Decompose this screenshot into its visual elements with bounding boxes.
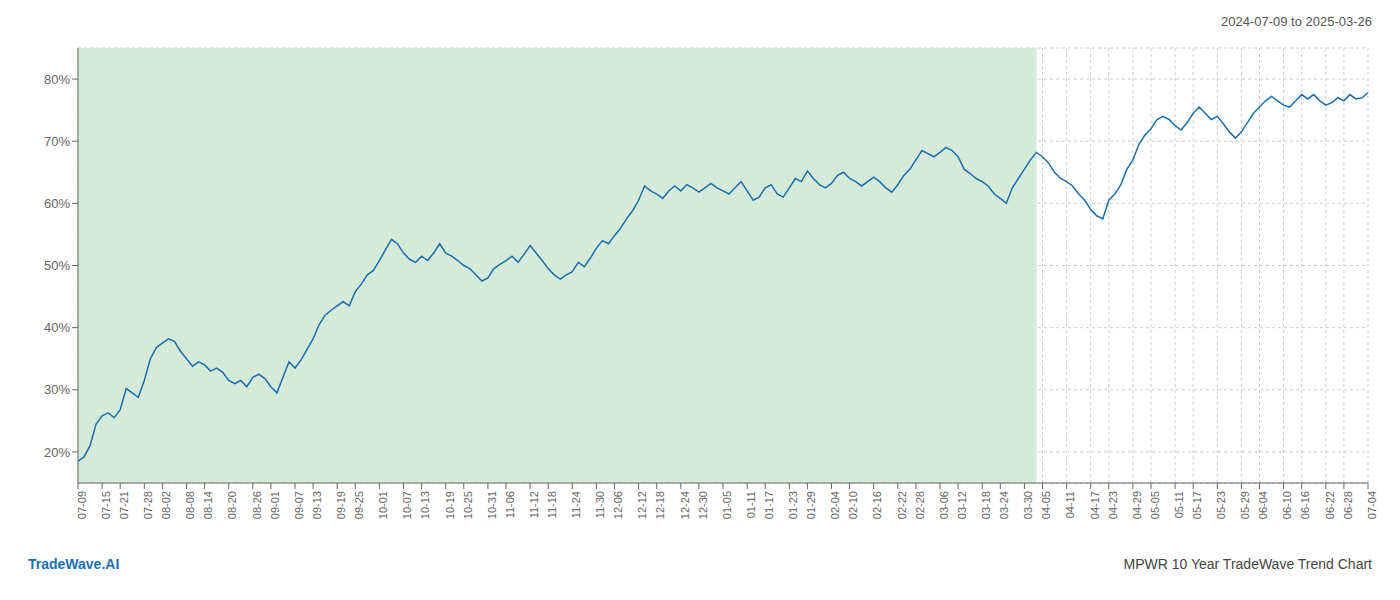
svg-text:02-04: 02-04 [829,491,841,519]
svg-text:11-12: 11-12 [528,491,540,518]
svg-text:11-18: 11-18 [546,491,558,518]
svg-text:50%: 50% [44,258,70,273]
svg-text:80%: 80% [44,72,70,87]
svg-text:09-07: 09-07 [293,491,305,519]
svg-text:11-06: 11-06 [504,491,516,518]
svg-text:06-28: 06-28 [1342,491,1354,519]
svg-text:02-28: 02-28 [914,491,926,519]
svg-text:03-12: 03-12 [956,491,968,519]
svg-text:03-30: 03-30 [1022,491,1034,519]
svg-text:07-15: 07-15 [100,491,112,519]
svg-text:10-25: 10-25 [462,491,474,519]
svg-text:70%: 70% [44,134,70,149]
svg-text:04-05: 04-05 [1040,491,1052,519]
svg-text:20%: 20% [44,445,70,460]
svg-text:01-05: 01-05 [721,491,733,519]
svg-text:03-06: 03-06 [938,491,950,519]
svg-text:05-05: 05-05 [1149,491,1161,519]
svg-text:09-25: 09-25 [353,491,365,519]
svg-text:05-17: 05-17 [1191,491,1203,519]
svg-text:12-06: 12-06 [612,491,624,519]
svg-text:60%: 60% [44,196,70,211]
svg-text:07-09: 07-09 [76,491,88,519]
svg-text:04-23: 04-23 [1107,491,1119,519]
svg-text:01-23: 01-23 [787,491,799,519]
svg-text:10-07: 10-07 [401,491,413,519]
svg-text:05-29: 05-29 [1239,491,1251,519]
svg-text:01-29: 01-29 [805,491,817,519]
svg-text:01-11: 01-11 [745,491,757,518]
svg-text:12-12: 12-12 [636,491,648,519]
svg-text:09-01: 09-01 [269,491,281,519]
svg-text:01-17: 01-17 [763,491,775,519]
svg-text:11-24: 11-24 [570,491,582,518]
svg-text:30%: 30% [44,382,70,397]
svg-text:06-16: 06-16 [1300,491,1312,519]
svg-text:09-19: 09-19 [335,491,347,519]
svg-text:12-18: 12-18 [655,491,667,519]
svg-text:08-20: 08-20 [227,491,239,519]
svg-text:07-28: 07-28 [142,491,154,519]
svg-text:08-02: 08-02 [160,491,172,519]
svg-text:10-13: 10-13 [419,491,431,519]
svg-text:08-26: 08-26 [251,491,263,519]
svg-text:11-30: 11-30 [594,491,606,518]
svg-text:09-13: 09-13 [311,491,323,519]
svg-text:08-14: 08-14 [202,491,214,519]
svg-text:10-01: 10-01 [377,491,389,519]
svg-text:05-23: 05-23 [1215,491,1227,519]
html-text:MPWR 10 Year TradeWave Trend C: MPWR 10 Year TradeWave Trend Chart [1123,556,1372,572]
svg-text:05-11: 05-11 [1173,491,1185,518]
svg-text:12-30: 12-30 [697,491,709,519]
svg-text:04-29: 04-29 [1131,491,1143,519]
html-text:TradeWave.AI: TradeWave.AI [28,556,120,572]
svg-text:06-04: 06-04 [1257,491,1269,519]
svg-text:04-17: 04-17 [1089,491,1101,519]
svg-text:07-04: 07-04 [1366,491,1378,519]
svg-text:06-22: 06-22 [1324,491,1336,519]
svg-text:08-08: 08-08 [184,491,196,519]
svg-text:40%: 40% [44,320,70,335]
svg-text:03-24: 03-24 [998,491,1010,519]
svg-text:07-21: 07-21 [118,491,130,519]
svg-text:10-31: 10-31 [486,491,498,519]
svg-text:03-18: 03-18 [980,491,992,519]
svg-text:12-24: 12-24 [679,491,691,519]
svg-text:10-19: 10-19 [444,491,456,519]
html-text:2024-07-09 to 2025-03-26: 2024-07-09 to 2025-03-26 [1220,14,1372,29]
svg-text:02-22: 02-22 [896,491,908,519]
svg-text:04-11: 04-11 [1064,491,1076,518]
svg-text:06-10: 06-10 [1281,491,1293,519]
svg-text:02-16: 02-16 [872,491,884,519]
svg-text:02-10: 02-10 [847,491,859,519]
